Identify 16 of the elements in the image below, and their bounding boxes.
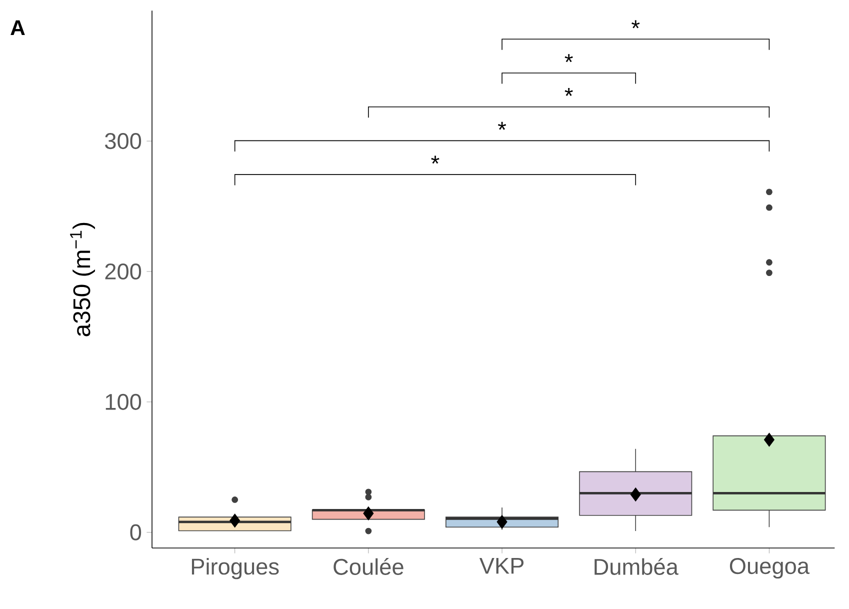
- annotation: *: [498, 122, 506, 130]
- x-tick-label: Dumbéa: [594, 558, 678, 575]
- y-tick-label: 300: [105, 133, 142, 150]
- x-tick-label: Pirogues: [192, 558, 279, 580]
- y-axis-title: a350 (m$^{−1}$): [70, 222, 95, 336]
- x-tick-label: Coulée: [334, 558, 404, 575]
- x-tick-label: Ouegoa: [730, 558, 810, 579]
- annotation: *: [564, 88, 573, 96]
- annotation: *: [632, 20, 640, 28]
- annotation: *: [431, 156, 440, 164]
- x-tick-label: VKP: [479, 558, 524, 574]
- y-tick-label: 0: [130, 524, 142, 540]
- text: A: [10, 20, 25, 36]
- y-tick-label: 100: [106, 394, 142, 410]
- annotation: *: [564, 54, 573, 62]
- y-tick-label: 200: [105, 263, 142, 280]
